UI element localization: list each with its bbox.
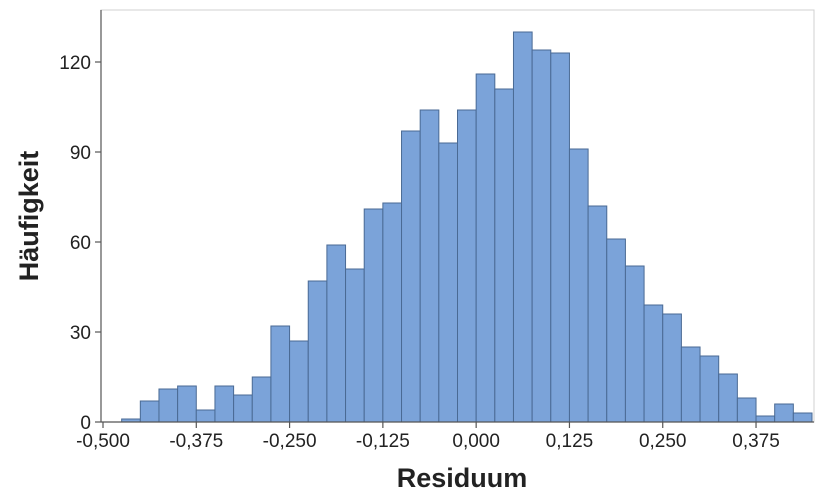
histogram-bar (158, 388, 179, 423)
histogram-bar (195, 409, 216, 423)
y-tick-label: 30 (70, 323, 91, 344)
histogram-bar (718, 373, 738, 423)
histogram-bar (457, 109, 477, 423)
histogram-bar (363, 208, 384, 423)
histogram-bar (568, 148, 589, 423)
histogram-bar (550, 52, 570, 423)
histogram-bar (214, 385, 235, 423)
histogram-bar (512, 31, 533, 423)
histogram-bar (289, 340, 309, 423)
histogram-bar (307, 280, 328, 423)
y-tick-label: 90 (70, 143, 91, 164)
y-tick-label: 120 (59, 53, 91, 74)
x-tick-label: 0,000 (452, 431, 500, 452)
y-tick-label: 0 (80, 413, 91, 434)
histogram-bar (475, 73, 496, 423)
histogram-bar (736, 397, 757, 423)
histogram-bar (662, 313, 682, 423)
histogram-bar (624, 265, 645, 423)
histogram-bar (755, 415, 776, 423)
x-ticks-group: -0,500 -0,375 -0,250 -0,125 0,000 0,125 0,250 0… (76, 422, 780, 452)
x-tick-label: -0,125 (356, 431, 410, 452)
bars-group (121, 31, 813, 423)
histogram-bar (401, 130, 421, 423)
histogram-bar (345, 268, 365, 423)
histogram-bar (177, 385, 197, 423)
axes-group (100, 10, 814, 423)
histogram-bar (326, 244, 347, 423)
histogram-bar (419, 109, 440, 423)
histogram-bar (587, 205, 608, 423)
y-ticks-group: 0 30 60 90 120 (59, 53, 101, 434)
histogram-bar (251, 376, 272, 423)
histogram-bar (270, 325, 291, 423)
x-tick-label: 0,125 (546, 431, 594, 452)
x-tick-label: -0,250 (263, 431, 317, 452)
histogram-bar (494, 88, 514, 423)
histogram-bar (531, 49, 552, 423)
y-tick-label: 60 (70, 233, 91, 254)
x-axis-title: Residuum (397, 463, 528, 493)
histogram-bar (792, 412, 813, 423)
y-axis-title: Häufigkeit (14, 151, 44, 282)
histogram-bar (233, 394, 253, 423)
histogram-bar (699, 355, 720, 423)
histogram-bar (643, 304, 664, 423)
histogram-bar (438, 142, 458, 423)
x-tick-label: 0,250 (639, 431, 687, 452)
histogram-bar (606, 238, 626, 423)
histogram-bar (139, 400, 160, 423)
histogram-bar (382, 202, 403, 423)
x-tick-label: -0,500 (76, 431, 130, 452)
histogram-bar (680, 346, 701, 423)
x-tick-label: -0,375 (169, 431, 223, 452)
x-tick-label: 0,375 (732, 431, 780, 452)
histogram-bar (774, 403, 794, 423)
